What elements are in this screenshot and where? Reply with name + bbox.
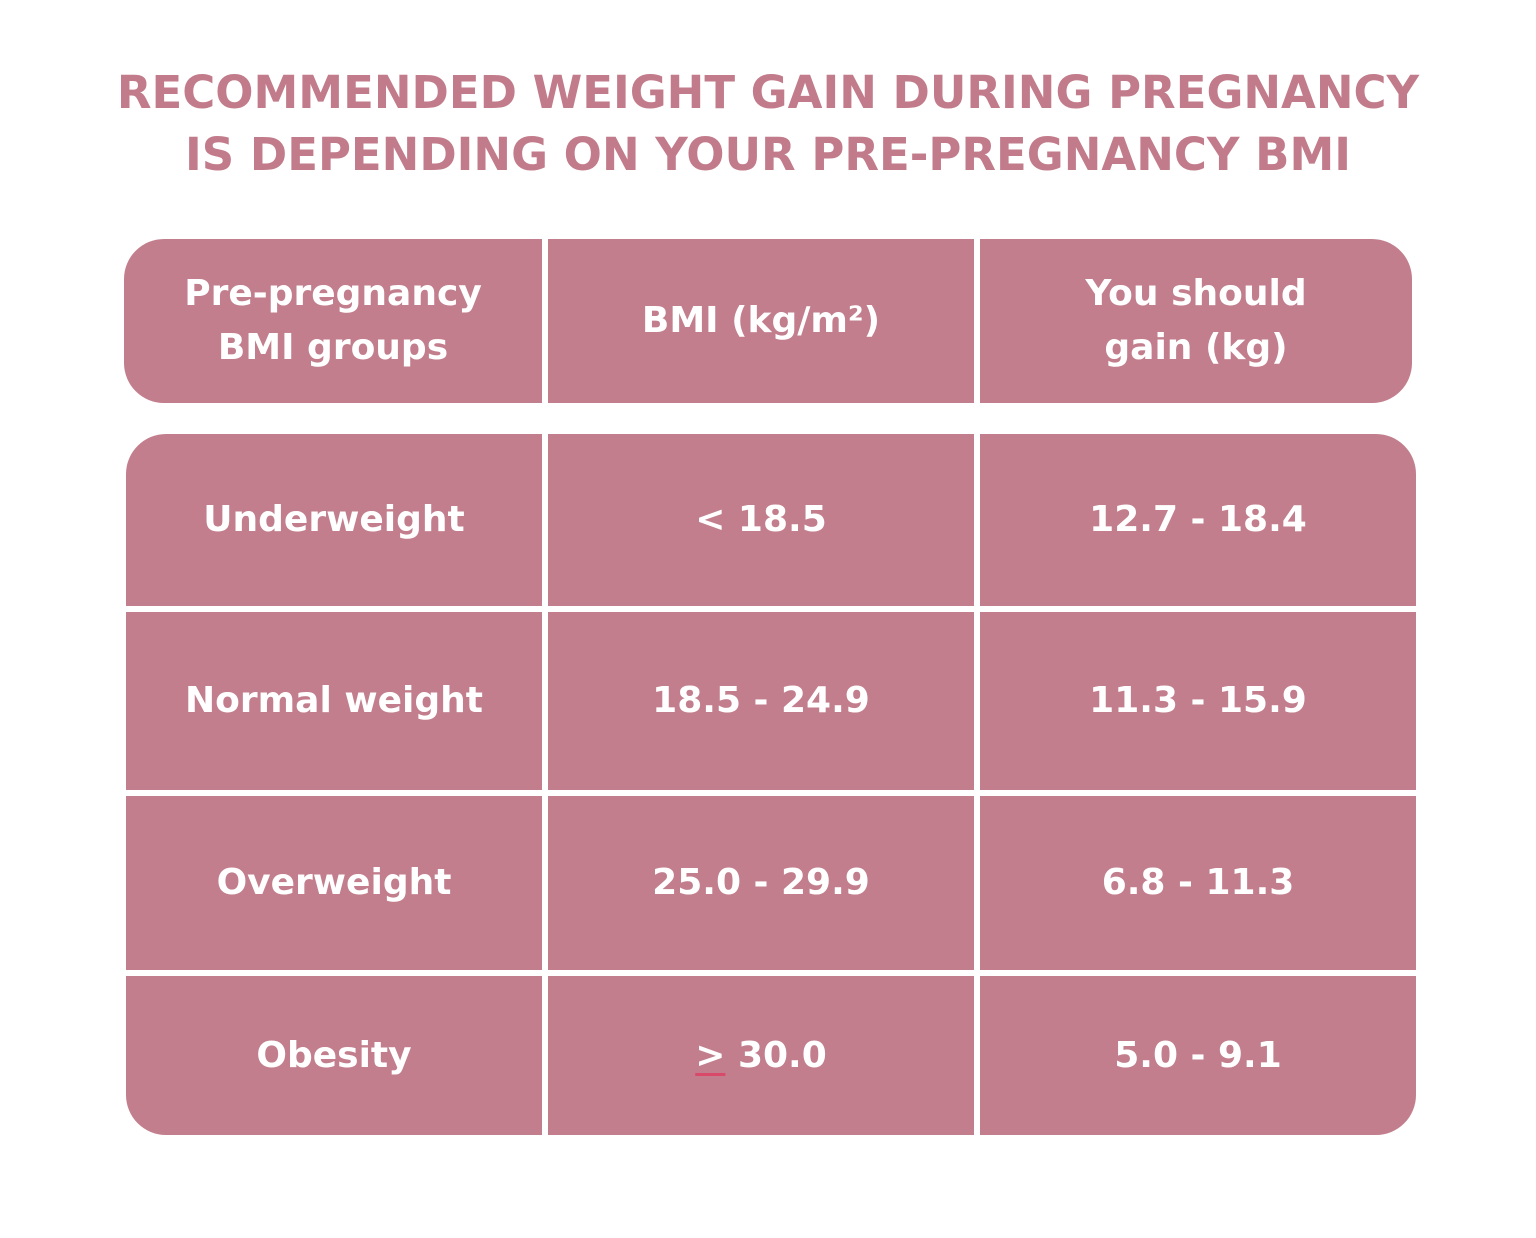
header-group-line-2: BMI groups: [217, 327, 449, 368]
row-overweight-bmi: 25.0 - 29.9: [548, 796, 974, 970]
row-normal-gain: 11.3 - 15.9: [980, 612, 1416, 790]
page-title-line-1: RECOMMENDED WEIGHT GAIN DURING PREGNANCY: [116, 66, 1420, 119]
row-overweight-group: Overweight: [126, 796, 542, 970]
row-underweight-gain: 12.7 - 18.4: [980, 434, 1416, 606]
header-gain-line-2: gain (kg): [1104, 327, 1288, 368]
header-group-line-1: Pre-pregnancy: [184, 273, 482, 314]
row-obesity-bmi-value: 30.0: [725, 1034, 827, 1076]
row-normal-bmi: 18.5 - 24.9: [548, 612, 974, 790]
header-gain-line-1: You should: [1085, 273, 1307, 314]
header-cell-bmi: BMI (kg/m²): [548, 239, 974, 403]
row-underweight-bmi: < 18.5: [548, 434, 974, 606]
row-obesity-gain: 5.0 - 9.1: [980, 976, 1416, 1135]
header-cell-gain: You should gain (kg): [980, 239, 1412, 403]
page-title: RECOMMENDED WEIGHT GAIN DURING PREGNANCY…: [0, 62, 1536, 186]
page-title-line-2: IS DEPENDING ON YOUR PRE-PREGNANCY BMI: [185, 128, 1351, 181]
header-cell-group: Pre-pregnancy BMI groups: [124, 239, 542, 403]
row-underweight-group: Underweight: [126, 434, 542, 606]
row-normal-group: Normal weight: [126, 612, 542, 790]
row-obesity-group: Obesity: [126, 976, 542, 1135]
header-bmi-label: BMI (kg/m²): [641, 300, 881, 341]
row-obesity-bmi: > 30.0: [548, 976, 974, 1135]
greater-or-equal-symbol: >: [695, 1034, 726, 1076]
table-body: Underweight < 18.5 12.7 - 18.4 Normal we…: [126, 434, 1416, 1135]
row-overweight-gain: 6.8 - 11.3: [980, 796, 1416, 970]
table-header: Pre-pregnancy BMI groups BMI (kg/m²) You…: [124, 239, 1412, 403]
